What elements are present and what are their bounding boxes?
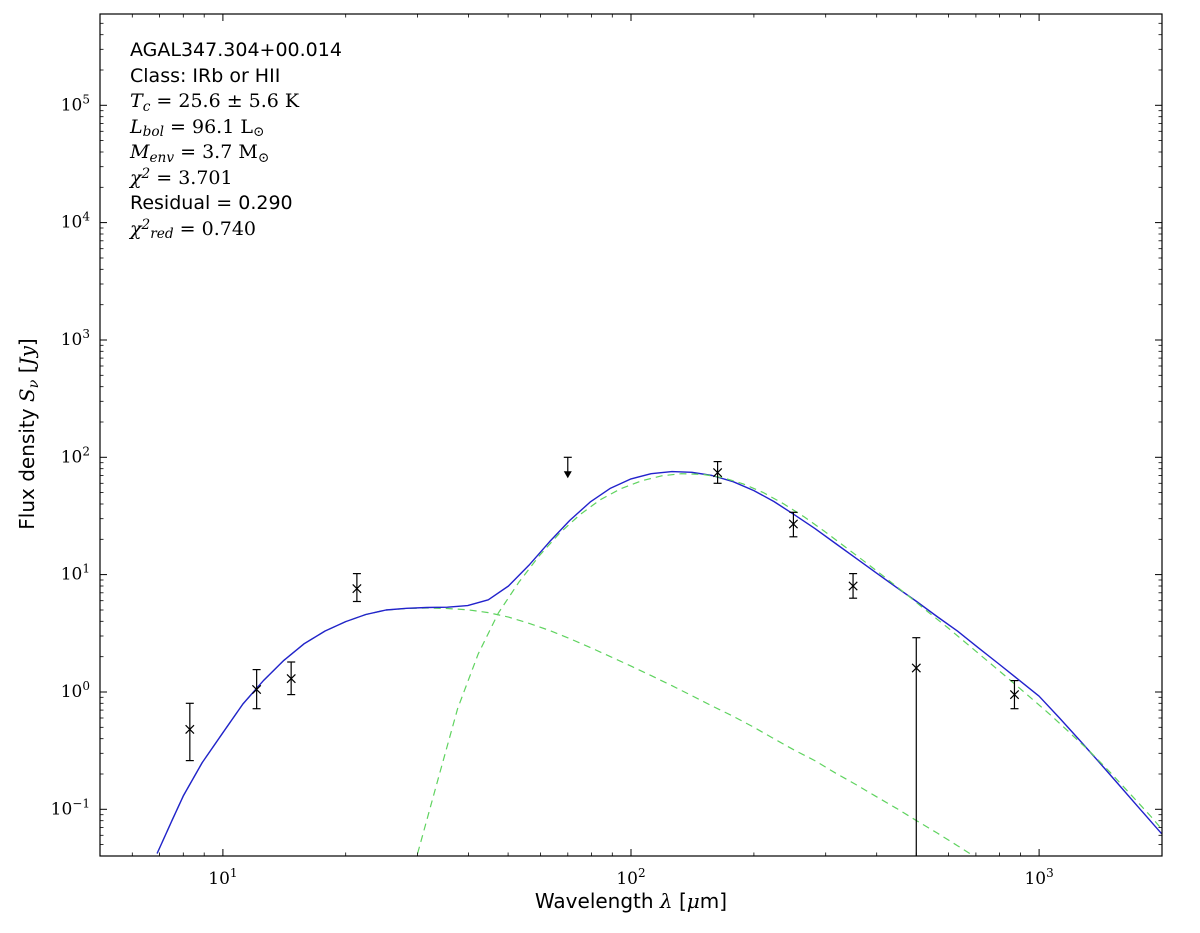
plot-background: [100, 14, 1162, 856]
annotation-line-3: Tc = 25.6 ± 5.6 K: [130, 90, 300, 115]
annotation-line-2: Class: IRb or HII: [130, 64, 281, 87]
y-tick-label: 105: [61, 92, 90, 115]
x-marker: [712, 467, 723, 478]
annotation-block: AGAL347.304+00.014 Class: IRb or HII Tc = …: [130, 38, 342, 242]
upper-limit-point: [563, 456, 572, 479]
plot-frame: [99, 13, 1163, 857]
y-tick-label: 10−1: [51, 796, 90, 819]
x-marker: [788, 519, 799, 529]
annotation-line-1: AGAL347.304+00.014: [130, 39, 342, 61]
y-tick-label: 100: [61, 679, 90, 702]
x-tick-label: 101: [208, 866, 237, 889]
y-tick-label: 103: [61, 327, 90, 350]
data-point: [911, 637, 921, 856]
x-marker: [251, 684, 262, 695]
model-curves: [156, 470, 1162, 856]
x-axis-label: Wavelength λ [μm]: [534, 889, 728, 913]
annotation-line-4: Lbol = 96.1 L⊙: [130, 115, 265, 141]
data-point: [352, 572, 362, 603]
data-point: [712, 461, 723, 484]
data-points: [185, 456, 1020, 856]
x-marker: [352, 583, 362, 594]
y-tick-label: 104: [61, 210, 91, 233]
annotation-line-8: χ2red = 0.740: [130, 217, 257, 243]
x-marker: [911, 663, 921, 673]
annotation-line-6: χ2 = 3.701: [130, 166, 233, 189]
annotation-line-5: Menv = 3.7 M⊙: [130, 141, 270, 166]
x-marker: [286, 673, 296, 684]
curve-cold-component: [417, 473, 1162, 854]
y-tick-label: 101: [61, 562, 90, 585]
x-marker: [1009, 689, 1020, 700]
curve-total-model: [156, 470, 1162, 854]
data-point: [185, 702, 195, 762]
data-point: [848, 572, 858, 599]
down-arrow-icon: [563, 471, 572, 479]
data-point: [286, 661, 296, 696]
x-marker: [185, 724, 195, 735]
annotation-line-7: Residual = 0.290: [130, 192, 293, 214]
x-tick-label: 103: [1024, 866, 1053, 889]
y-tick-label: 102: [61, 444, 90, 467]
y-axis-label: Flux density Sν [Jy]: [15, 338, 43, 530]
x-marker: [848, 581, 858, 591]
data-point: [251, 668, 262, 710]
data-point: [788, 511, 799, 538]
data-point: [1009, 679, 1020, 710]
x-tick-label: 102: [616, 866, 645, 889]
